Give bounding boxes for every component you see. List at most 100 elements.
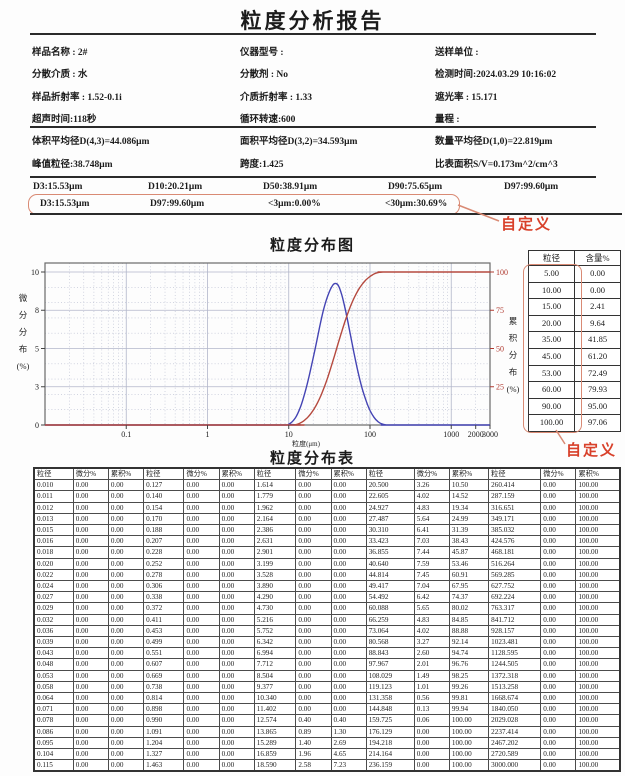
dist-table-cell: 0.00 [107, 624, 145, 638]
dist-table-cell: 0.00 [218, 490, 255, 503]
custom-value: D3:15.53μm [40, 199, 90, 209]
dist-table-cell: 0.00 [295, 568, 332, 582]
dist-table-header-cell: 累积% [107, 467, 145, 481]
right-tick-label: 75 [496, 306, 504, 315]
dist-table-header-cell: 累积% [330, 467, 367, 481]
dist-table-cell: 0.00 [330, 501, 367, 514]
dist-table-cell: 0.00 [218, 680, 255, 694]
dist-table-cell: 0.00 [330, 591, 367, 604]
dist-table-header-cell: 微分% [295, 467, 332, 481]
dist-table-cell: 0.00 [218, 591, 255, 604]
dist-table-cell: 0.00 [72, 636, 109, 649]
dist-table-cell: 0.00 [183, 490, 220, 503]
info-cell: 分散剂 : No [240, 70, 289, 81]
dist-table-cell: 9.377 [253, 680, 297, 694]
dist-table-row: 0.027 0.00 0.00 0.338 0.00 0.00 4.290 0.00 0.00 5… [33, 591, 621, 604]
dist-table-cell: 33.423 [365, 535, 415, 548]
stats-cell: 比表面积S/V=0.173m^2/cm^3 [435, 160, 558, 170]
info-cell: 遮光率 : 15.171 [435, 92, 498, 103]
divider-info [30, 126, 596, 128]
dist-table-cell: 0.00 [540, 512, 577, 526]
dist-table-cell: 144.848 [365, 703, 415, 716]
dist-table-cell: 1.96 [295, 748, 332, 761]
custom-annotation-label-2: 自定义 [566, 443, 618, 459]
dist-table-row: 0.022 0.00 0.00 0.278 0.00 0.00 3.528 0.00 0.00 4… [33, 568, 621, 582]
dist-table-cell: 27.487 [365, 512, 415, 526]
dist-table-cell: 0.00 [72, 546, 109, 559]
dist-table-cell: 7.44 [413, 546, 450, 559]
dist-table-cell: 0.00 [540, 535, 577, 548]
dist-table-cell: 0.00 [107, 736, 145, 750]
dist-table-cell: 0.027 [33, 591, 74, 604]
dist-table-cell: 45.87 [448, 546, 490, 559]
dist-table-cell: 0.00 [72, 535, 109, 548]
dist-table-header-cell: 粒径 [253, 467, 297, 481]
dist-table-cell: 0.00 [540, 725, 577, 738]
dist-table-header-cell: 累积% [575, 467, 621, 481]
dist-table-cell: 1.30 [330, 725, 367, 738]
dist-table-cell: 692.224 [488, 591, 542, 604]
dist-table-cell: 1.962 [253, 501, 297, 514]
dist-table-cell: 1023.481 [488, 636, 542, 649]
dist-table-cell: 7.712 [253, 658, 297, 671]
divider-stats [30, 176, 596, 178]
dist-table-row: 0.039 0.00 0.00 0.499 0.00 0.00 6.342 0.00 0.00 8… [33, 636, 621, 649]
custom-value: D97:99.60μm [150, 199, 205, 209]
dist-table-cell: 0.738 [143, 680, 185, 694]
dist-table-cell: 0.015 [33, 524, 74, 537]
dist-table-cell: 0.020 [33, 557, 74, 570]
dist-table-cell: 5.64 [413, 512, 450, 526]
dist-table-cell: 0.00 [107, 501, 145, 514]
dist-table-cell: 516.264 [488, 557, 542, 570]
dist-table-row: 0.032 0.00 0.00 0.411 0.00 0.00 5.216 0.00 0.00 6… [33, 613, 621, 626]
dist-table-cell: 0.00 [72, 568, 109, 582]
dist-table-cell: 100.00 [448, 725, 490, 738]
info-cell: 送样单位 : [435, 48, 479, 58]
x-tick-label: 1 [205, 430, 209, 439]
dist-table-cell: 2237.414 [488, 725, 542, 738]
dist-table-cell: 49.417 [365, 580, 415, 593]
dist-table-cell: 100.00 [575, 546, 621, 559]
dist-table-cell: 0.00 [295, 524, 332, 537]
info-cell: 分散介质 : 水 [32, 70, 88, 81]
dist-table-row: 0.086 0.00 0.00 1.091 0.00 0.00 13.865 0.89 1.30… [33, 725, 621, 738]
dist-table-cell: 0.00 [540, 680, 577, 694]
dist-table-cell: 0.00 [540, 568, 577, 582]
x-tick-label: 1000 [443, 430, 459, 439]
dist-table-cell: 0.00 [107, 568, 145, 582]
dist-table-cell: 0.00 [295, 658, 332, 671]
cum-curve [45, 271, 490, 426]
dist-table-cell: 0.990 [143, 714, 185, 727]
dist-table-header-cell: 微分% [540, 467, 577, 481]
dist-table-cell: 194.218 [365, 736, 415, 750]
dist-table-cell: 0.40 [330, 714, 367, 727]
dist-table-cell: 468.181 [488, 546, 542, 559]
dist-table-cell: 100.00 [575, 501, 621, 514]
dist-table-cell: 0.00 [218, 692, 255, 705]
info-cell: 检测时间:2024.03.29 10:16:02 [435, 70, 557, 81]
dist-table-cell: 100.00 [575, 703, 621, 716]
dist-table-cell: 0.00 [218, 736, 255, 750]
dist-table-cell: 0.00 [540, 669, 577, 682]
dist-table-cell: 0.00 [413, 748, 450, 761]
dist-table-cell: 0.00 [218, 568, 255, 582]
dist-table-cell: 0.00 [330, 602, 367, 615]
dist-table-cell: 3000.000 [488, 759, 542, 772]
dist-table-cell: 19.34 [448, 501, 490, 514]
dist-table-cell: 0.00 [183, 568, 220, 582]
dist-table-cell: 0.00 [183, 748, 220, 761]
d-value: D97:99.60μm [504, 182, 559, 192]
dist-table-cell: 5.216 [253, 613, 297, 626]
dist-table-cell: 0.00 [218, 703, 255, 716]
side-table-cell: 10.00 [528, 281, 575, 300]
dist-table-cell: 0.00 [540, 501, 577, 514]
side-table-cell: 79.93 [574, 381, 621, 399]
dist-table-cell: 99.26 [448, 680, 490, 694]
dist-table-cell: 100.00 [448, 714, 490, 727]
dist-table-cell: 31.39 [448, 524, 490, 537]
info-cell: 样品名称 : 2# [32, 48, 88, 58]
dist-table-cell: 0.00 [183, 692, 220, 705]
dist-table-cell: 100.00 [575, 535, 621, 548]
dist-table-cell: 1.01 [413, 680, 450, 694]
